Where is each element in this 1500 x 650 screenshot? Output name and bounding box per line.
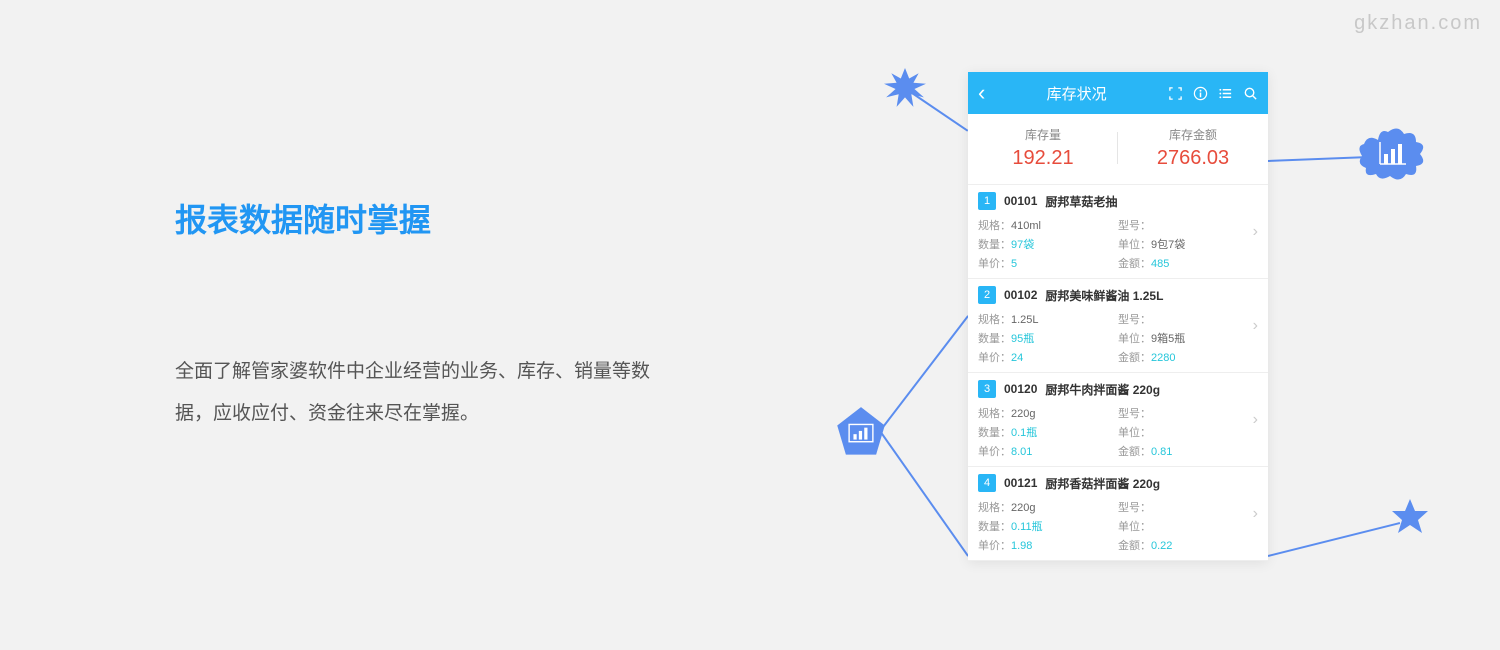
summary-label: 库存金额 xyxy=(1118,126,1268,143)
unit-field: 单位：9包7袋 xyxy=(1118,236,1258,252)
qty-field: 数量：0.11瓶 xyxy=(978,518,1118,534)
model-field: 型号： xyxy=(1118,217,1258,233)
item-details: 规格：1.25L型号：数量：95瓶单位：9箱5瓶单价：24金额：2280 xyxy=(968,309,1268,372)
watermark-text: gkzhan.com xyxy=(1354,12,1482,35)
cloud-chart-icon xyxy=(1358,122,1428,187)
item-details: 规格：410ml型号：数量：97袋单位：9包7袋单价：5金额：485 xyxy=(968,215,1268,278)
inventory-item[interactable]: 1 00101 厨邦草菇老抽规格：410ml型号：数量：97袋单位：9包7袋单价：5… xyxy=(968,185,1268,279)
item-code: 00120 xyxy=(1004,382,1037,396)
item-details: 规格：220g型号：数量：0.11瓶单位：单价：1.98金额：0.22 xyxy=(968,497,1268,560)
back-icon[interactable]: ‹ xyxy=(978,80,985,106)
page-title: 报表数据随时掌握 xyxy=(175,195,655,241)
amount-field: 金额：0.22 xyxy=(1118,537,1258,553)
unit-field: 单位： xyxy=(1118,518,1258,534)
spec-field: 规格：220g xyxy=(978,405,1118,421)
item-badge: 1 xyxy=(978,192,996,210)
price-field: 单价：5 xyxy=(978,255,1118,271)
item-name: 厨邦草菇老抽 xyxy=(1045,193,1117,210)
item-badge: 4 xyxy=(978,474,996,492)
summary-value: 192.21 xyxy=(968,147,1118,170)
info-icon[interactable] xyxy=(1193,86,1208,101)
item-header: 1 00101 厨邦草菇老抽 xyxy=(968,185,1268,215)
search-icon[interactable] xyxy=(1243,86,1258,101)
summary-row: 库存量 192.21 库存金额 2766.03 xyxy=(968,114,1268,185)
summary-label: 库存量 xyxy=(968,126,1118,143)
qty-field: 数量：0.1瓶 xyxy=(978,424,1118,440)
amount-field: 金额：2280 xyxy=(1118,349,1258,365)
item-header: 2 00102 厨邦美味鲜酱油 1.25L xyxy=(968,279,1268,309)
item-code: 00102 xyxy=(1004,288,1037,302)
app-header: ‹ 库存状况 xyxy=(968,72,1268,114)
inventory-item[interactable]: 4 00121 厨邦香菇拌面酱 220g 规格：220g型号：数量：0.11瓶单位：单… xyxy=(968,467,1268,561)
chevron-right-icon: › xyxy=(1253,223,1258,241)
item-name: 厨邦美味鲜酱油 1.25L xyxy=(1045,287,1163,304)
item-code: 00121 xyxy=(1004,476,1037,490)
price-field: 单价：24 xyxy=(978,349,1118,365)
summary-value: 2766.03 xyxy=(1118,147,1268,170)
price-field: 单价：1.98 xyxy=(978,537,1118,553)
spec-field: 规格：220g xyxy=(978,499,1118,515)
header-action-icons xyxy=(1168,86,1258,101)
marketing-text-block: 报表数据随时掌握 全面了解管家婆软件中企业经营的业务、库存、销量等数据，应收应付… xyxy=(175,195,655,435)
item-details: 规格：220g型号：数量：0.1瓶单位：单价：8.01金额：0.81 xyxy=(968,403,1268,466)
item-header: 3 00120 厨邦牛肉拌面酱 220g xyxy=(968,373,1268,403)
connector-line xyxy=(879,315,969,431)
app-header-title: 库存状况 xyxy=(985,83,1168,104)
item-code: 00101 xyxy=(1004,194,1037,208)
inventory-list: 100101厨邦草菇老抽规格：410ml型号：数量：97袋单位：9包7袋单价：5… xyxy=(968,185,1268,561)
unit-field: 单位：9箱5瓶 xyxy=(1118,330,1258,346)
connector-line xyxy=(1268,522,1400,557)
unit-field: 单位： xyxy=(1118,424,1258,440)
price-field: 单价：8.01 xyxy=(978,443,1118,459)
item-badge: 2 xyxy=(978,286,996,304)
summary-stock-amount: 库存金额 2766.03 xyxy=(1118,126,1268,170)
phone-app-mockup: ‹ 库存状况 库存量 192.21 库存金额 2766.03 1 00101 xyxy=(968,72,1268,561)
connector-line xyxy=(879,430,969,556)
item-header: 4 00121 厨邦香菇拌面酱 220g xyxy=(968,467,1268,497)
summary-stock-qty: 库存量 192.21 xyxy=(968,126,1118,170)
qty-field: 数量：95瓶 xyxy=(978,330,1118,346)
inventory-item[interactable]: 3 00120 厨邦牛肉拌面酱 220g 规格：220g型号：数量：0.1瓶单位：单价… xyxy=(968,373,1268,467)
star-icon xyxy=(1390,497,1430,542)
amount-field: 金额：0.81 xyxy=(1118,443,1258,459)
chevron-right-icon: › xyxy=(1253,411,1258,429)
pentagon-chart-icon xyxy=(834,405,888,464)
model-field: 型号： xyxy=(1118,311,1258,327)
item-badge: 3 xyxy=(978,380,996,398)
inventory-item[interactable]: 2 00102 厨邦美味鲜酱油 1.25L 规格：1.25L型号：数量：95瓶单位：9… xyxy=(968,279,1268,373)
amount-field: 金额：485 xyxy=(1118,255,1258,271)
model-field: 型号： xyxy=(1118,499,1258,515)
item-name: 厨邦牛肉拌面酱 220g xyxy=(1045,381,1160,398)
spec-field: 规格：1.25L xyxy=(978,311,1118,327)
list-icon[interactable] xyxy=(1218,86,1233,101)
page-description: 全面了解管家婆软件中企业经营的业务、库存、销量等数据，应收应付、资金往来尽在掌握… xyxy=(175,351,655,435)
chevron-right-icon: › xyxy=(1253,505,1258,523)
qty-field: 数量：97袋 xyxy=(978,236,1118,252)
chevron-right-icon: › xyxy=(1253,317,1258,335)
model-field: 型号： xyxy=(1118,405,1258,421)
spec-field: 规格：410ml xyxy=(978,217,1118,233)
starburst-icon xyxy=(884,68,926,115)
scan-icon[interactable] xyxy=(1168,86,1183,101)
item-name: 厨邦香菇拌面酱 220g xyxy=(1045,475,1160,492)
